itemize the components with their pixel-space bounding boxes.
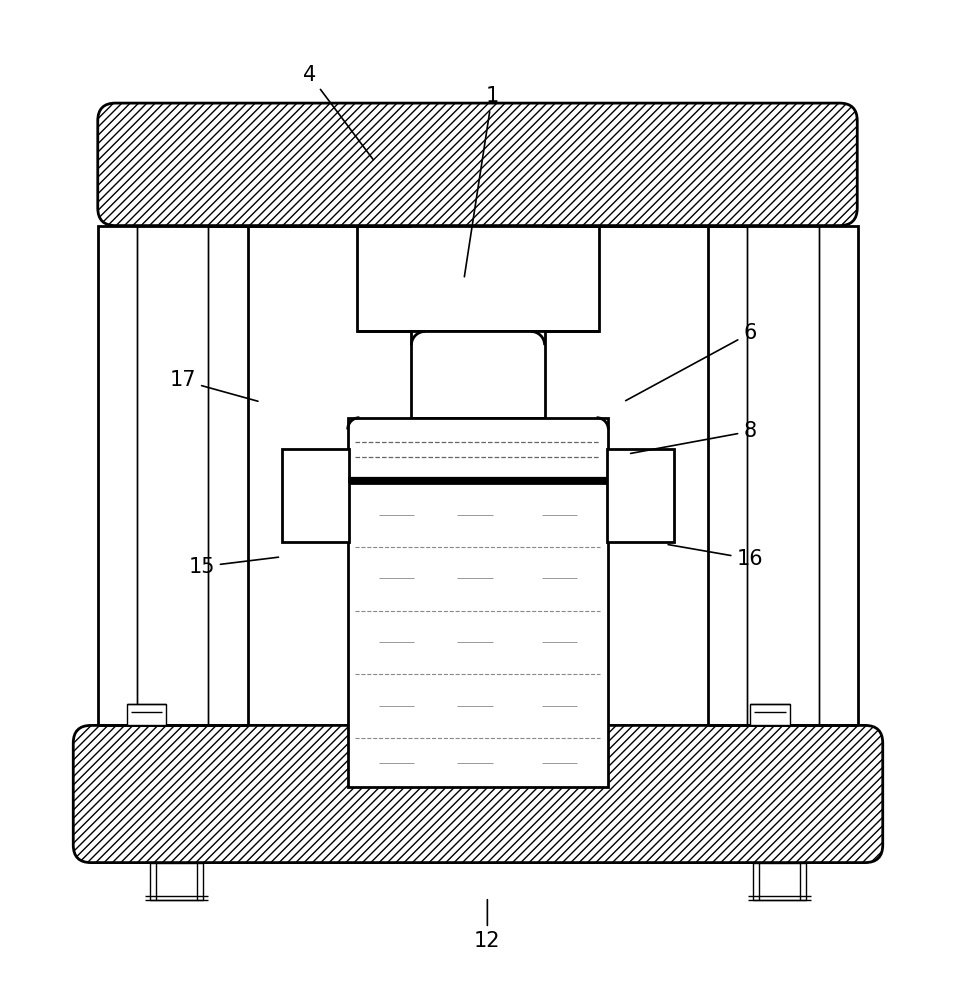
Bar: [98, 226, 248, 725]
Bar: [750, 704, 790, 725]
Text: 1: 1: [465, 86, 499, 277]
Bar: [708, 226, 858, 725]
Text: 12: 12: [474, 900, 501, 951]
Bar: [282, 449, 349, 542]
Bar: [411, 331, 545, 418]
FancyBboxPatch shape: [98, 103, 858, 226]
Bar: [607, 449, 674, 542]
Text: 8: 8: [631, 421, 756, 453]
Text: 4: 4: [303, 65, 373, 160]
Text: 17: 17: [169, 370, 258, 401]
Bar: [348, 418, 608, 478]
Text: 15: 15: [188, 557, 278, 577]
Bar: [748, 226, 819, 725]
FancyBboxPatch shape: [74, 725, 882, 863]
Bar: [150, 863, 203, 900]
Text: 6: 6: [625, 323, 756, 401]
Bar: [348, 483, 608, 787]
Bar: [137, 226, 208, 725]
Bar: [753, 863, 806, 900]
Text: 16: 16: [668, 545, 763, 569]
Bar: [127, 704, 166, 725]
Bar: [358, 226, 598, 331]
